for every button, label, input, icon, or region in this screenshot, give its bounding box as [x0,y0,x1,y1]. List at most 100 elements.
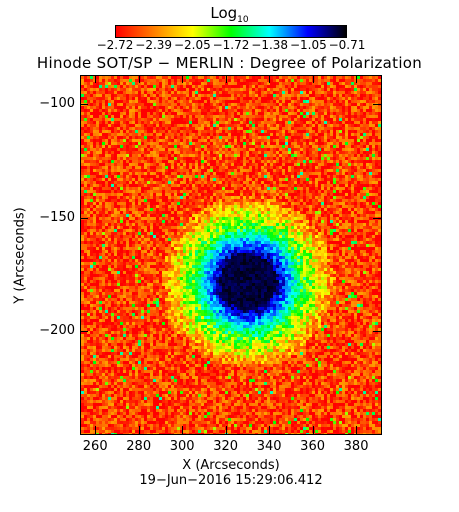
heatmap-cell [219,157,222,160]
heatmap-cell [216,100,219,103]
heatmap-cell [333,196,336,199]
heatmap-cell [159,184,162,187]
heatmap-cell [237,193,240,196]
heatmap-cell [84,85,87,88]
heatmap-cell [99,154,102,157]
heatmap-cell [204,223,207,226]
heatmap-cell [195,121,198,124]
heatmap-cell [177,175,180,178]
heatmap-cell [237,160,240,163]
heatmap-cell [282,223,285,226]
heatmap-cell [228,103,231,106]
heatmap-cell [345,115,348,118]
heatmap-cell [369,220,372,223]
heatmap-cell [291,82,294,85]
heatmap-cell [96,82,99,85]
heatmap-cell [99,82,102,85]
heatmap-cell [168,217,171,220]
heatmap-cell [249,130,252,133]
heatmap-cell [342,169,345,172]
heatmap-cell [219,79,222,82]
heatmap-cell [339,82,342,85]
heatmap-cell [99,136,102,139]
heatmap-cell [102,106,105,109]
heatmap-cell [189,88,192,91]
heatmap-cell [300,211,303,214]
heatmap-cell [225,202,228,205]
heatmap-cell [309,157,312,160]
heatmap-cell [96,199,99,202]
heatmap-cell [288,136,291,139]
heatmap-cell [168,82,171,85]
heatmap-cell [93,127,96,130]
heatmap-cell [84,220,87,223]
heatmap-cell [213,118,216,121]
heatmap-cell [162,214,165,217]
heatmap-cell [138,202,141,205]
heatmap-cell [135,187,138,190]
heatmap-cell [330,181,333,184]
heatmap-cell [339,124,342,127]
heatmap-cell [261,217,264,220]
heatmap-cell [183,172,186,175]
heatmap-cell [153,109,156,112]
heatmap-cell [240,175,243,178]
heatmap-cell [273,196,276,199]
heatmap-cell [276,148,279,151]
heatmap-cell [369,148,372,151]
heatmap-cell [267,145,270,148]
heatmap-cell [309,163,312,166]
heatmap-cell [261,184,264,187]
heatmap-cell [81,214,84,217]
heatmap-cell [360,145,363,148]
heatmap-cell [135,109,138,112]
heatmap-cell [96,202,99,205]
heatmap-cell [228,94,231,97]
heatmap-cell [90,82,93,85]
heatmap-cell [282,142,285,145]
heatmap-cell [258,175,261,178]
heatmap-cell [369,211,372,214]
heatmap-cell [171,205,174,208]
heatmap-cell [315,220,318,223]
heatmap-cell [345,85,348,88]
heatmap-cell [255,175,258,178]
heatmap-cell [369,76,372,79]
heatmap-cell [195,118,198,121]
heatmap-cell [228,151,231,154]
heatmap-cell [321,148,324,151]
heatmap-cell [225,181,228,184]
heatmap-cell [357,187,360,190]
heatmap-cell [138,130,141,133]
heatmap-cell [195,199,198,202]
heatmap-cell [324,178,327,181]
heatmap-cell [339,181,342,184]
heatmap-cell [366,163,369,166]
heatmap-cell [108,196,111,199]
heatmap-cell [219,139,222,142]
heatmap-cell [207,109,210,112]
heatmap-cell [168,202,171,205]
heatmap-cell [93,136,96,139]
heatmap-cell [375,181,378,184]
heatmap-cell [183,103,186,106]
heatmap-cell [372,151,375,154]
heatmap-cell [357,121,360,124]
heatmap-cell [366,172,369,175]
heatmap-cell [96,103,99,106]
heatmap-cell [351,214,354,217]
heatmap-cell [375,169,378,172]
heatmap-cell [294,121,297,124]
heatmap-cell [222,136,225,139]
heatmap-cell [369,184,372,187]
heatmap-cell [309,217,312,220]
heatmap-cell [222,106,225,109]
heatmap-cell [126,94,129,97]
heatmap-cell [156,118,159,121]
heatmap-cell [120,217,123,220]
heatmap-cell [375,100,378,103]
heatmap-cell [186,223,189,226]
heatmap-cell [339,97,342,100]
heatmap-cell [189,124,192,127]
heatmap-cell [117,190,120,193]
